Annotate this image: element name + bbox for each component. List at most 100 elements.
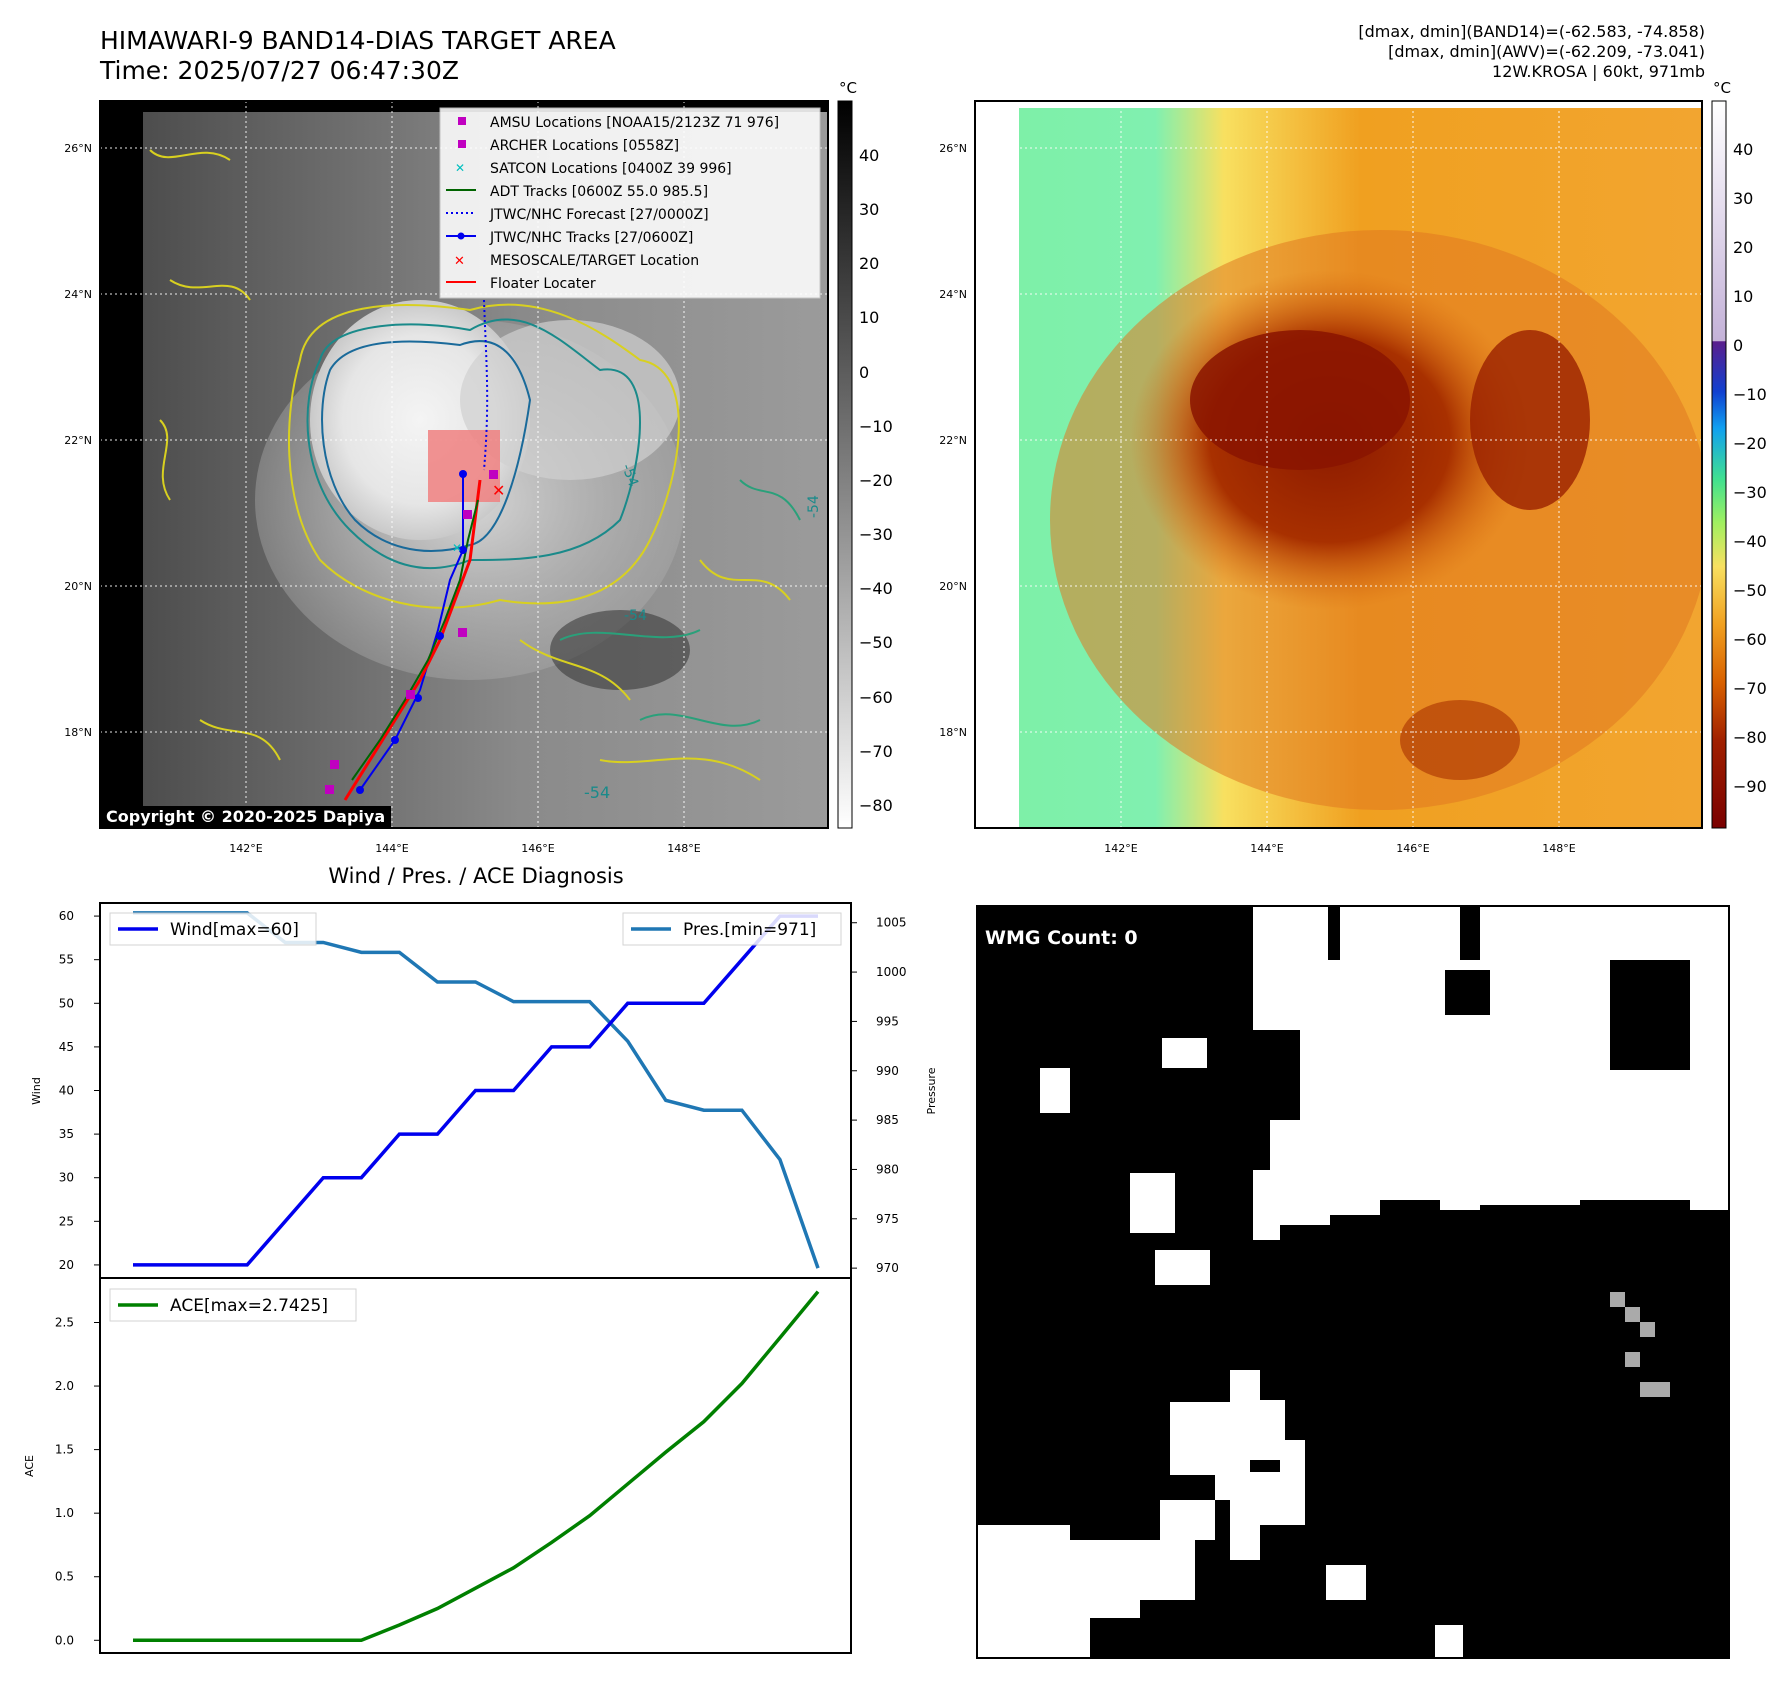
wind-tick-label: 60: [59, 909, 74, 923]
ace-tick-label: 0.5: [55, 1570, 74, 1584]
ir-colorbar: °C 40 30 20 10 0 −10 −20 −30 −40 −50 −60…: [837, 79, 893, 829]
contour-label: -54: [624, 608, 647, 624]
contour-teal: [306, 318, 641, 569]
colorbar-tick: −70: [1733, 679, 1767, 698]
wmg-region: [1253, 906, 1328, 966]
lon-tick-label: 142°E: [229, 842, 262, 855]
contour-label: -54: [584, 783, 610, 802]
wmg-gap: [1445, 970, 1490, 1015]
colorbar-tick: −40: [1733, 532, 1767, 551]
info-block: [dmax, dmin](BAND14)=(-62.583, -74.858) …: [1358, 22, 1705, 82]
wmg-frame: [976, 905, 1730, 1659]
wmg-count-label: WMG Count: 0: [985, 927, 1138, 949]
satcon-x-marker: ✕: [452, 541, 462, 555]
wmg-mask-panel: [976, 905, 1730, 1659]
info-line-1: [dmax, dmin](BAND14)=(-62.583, -74.858): [1358, 22, 1705, 41]
title-line-2: Time: 2025/07/27 06:47:30Z: [100, 56, 459, 85]
awv-map-panel: [975, 101, 1702, 828]
colorbar-tick: 0: [1733, 336, 1743, 355]
legend-label: MESOSCALE/TARGET Location: [490, 253, 699, 269]
x-marker-icon: ✕: [455, 161, 465, 175]
colorbar-tick: 30: [859, 200, 879, 219]
forecast-track: [483, 299, 489, 471]
wind-tick-label: 40: [59, 1084, 74, 1098]
legend-label: ADT Tracks [0600Z 55.0 985.5]: [490, 184, 708, 200]
contour-blue: [321, 340, 532, 552]
pressure-tick-label: 975: [876, 1212, 899, 1226]
wmg-gap: [1250, 1460, 1280, 1472]
diagnosis-chart-title: Wind / Pres. / ACE Diagnosis: [328, 864, 623, 888]
track-markers: ✕ ✕: [325, 470, 505, 794]
lon-tick-label: 142°E: [1104, 842, 1137, 855]
wmg-gray-cell: [1640, 1382, 1670, 1397]
line-dot-icon-dot: [457, 232, 465, 240]
colorbar-tick: −40: [859, 579, 893, 598]
ace-chart: ACE 2.5 2.0 1.5 1.0 0.5 0.0 ACE[max=2.7425]: [23, 1277, 852, 1654]
colorbar-tick: −30: [859, 525, 893, 544]
pressure-legend-label: Pres.[min=971]: [683, 920, 816, 940]
info-line-2: [dmax, dmin](AWV)=(-62.209, -73.041): [1388, 42, 1705, 61]
wmg-region: [1480, 906, 1729, 960]
legend-label: JTWC/NHC Tracks [27/0600Z]: [489, 230, 693, 246]
wmg-region: [1040, 1068, 1070, 1113]
pressure-tick-label: 1005: [876, 916, 907, 930]
wind-axis-label: Wind: [30, 1077, 43, 1105]
colorbar-unit: °C: [1713, 79, 1731, 97]
lat-tick-label: 22°N: [939, 434, 967, 447]
wind-legend-label: Wind[max=60]: [170, 920, 299, 940]
wind-tick-label: 25: [59, 1214, 74, 1228]
lat-tick-label: 24°N: [939, 288, 967, 301]
awv-map-axes: 26°N 24°N 22°N 20°N 18°N 142°E 144°E 146…: [939, 142, 1576, 855]
lon-tick-label: 148°E: [667, 842, 700, 855]
colorbar-tick: 20: [1733, 238, 1753, 257]
lat-tick-label: 24°N: [64, 288, 92, 301]
copyright-label: Copyright © 2020-2025 Dapiya: [100, 806, 392, 827]
ace-tick-label: 1.0: [55, 1506, 74, 1520]
wind-series-line: [133, 914, 818, 1267]
colorbar-tick: −50: [1733, 581, 1767, 600]
square-marker-icon: [458, 117, 466, 125]
awv-map-frame: [974, 100, 1703, 829]
lat-tick-label: 18°N: [939, 726, 967, 739]
contour-yellow-scattered: [149, 149, 791, 781]
square-marker-icon: [458, 140, 466, 148]
wmg-gray-cell: [1610, 1292, 1625, 1307]
wmg-region: [1435, 1625, 1463, 1658]
wind-tick-label: 35: [59, 1127, 74, 1141]
title-line-1: HIMAWARI-9 BAND14-DIAS TARGET AREA: [100, 26, 616, 55]
colorbar-tick: 10: [859, 308, 879, 327]
ace-tick-label: 2.5: [55, 1315, 74, 1329]
colorbar-tick: 30: [1733, 189, 1753, 208]
legend-box: [439, 107, 821, 299]
cold-cloud-core: [1190, 330, 1410, 470]
figure-title: HIMAWARI-9 BAND14-DIAS TARGET AREA Time:…: [100, 26, 616, 86]
ace-tick-label: 1.5: [55, 1443, 74, 1457]
wmg-region: [1155, 1250, 1210, 1285]
ace-series-line: [133, 1290, 820, 1643]
colorbar-tick: 0: [859, 363, 869, 382]
lat-tick-label: 26°N: [939, 142, 967, 155]
x-marker-icon: ✕: [454, 254, 465, 269]
colorbar-tick: −30: [1733, 483, 1767, 502]
legend-label: JTWC/NHC Forecast [27/0000Z]: [489, 207, 709, 223]
colorbar-tick: −50: [859, 633, 893, 652]
legend-label: SATCON Locations [0400Z 39 996]: [490, 161, 732, 177]
colorbar-tick: −20: [859, 471, 893, 490]
wmg-region: [1340, 906, 1460, 960]
adt-track: [351, 499, 479, 781]
lat-tick-label: 20°N: [64, 580, 92, 593]
colorbar-tick: −90: [1733, 777, 1767, 796]
pressure-axis-label: Pressure: [925, 1067, 938, 1114]
wind-tick-label: 20: [59, 1258, 74, 1272]
map-grid: [975, 101, 1702, 828]
colorbar-gradient: [837, 100, 853, 829]
lon-tick-label: 144°E: [1250, 842, 1283, 855]
colorbar-unit: °C: [839, 79, 857, 97]
wind-tick-label: 50: [59, 996, 74, 1010]
wmg-gray-cell: [1625, 1352, 1640, 1367]
contour-green-scattered: [559, 479, 801, 727]
colorbar-tick: −60: [1733, 630, 1767, 649]
legend-label: AMSU Locations [NOAA15/2123Z 71 976]: [490, 115, 779, 131]
colorbar-tick: −10: [1733, 385, 1767, 404]
ace-tick-label: 0.0: [55, 1633, 74, 1647]
